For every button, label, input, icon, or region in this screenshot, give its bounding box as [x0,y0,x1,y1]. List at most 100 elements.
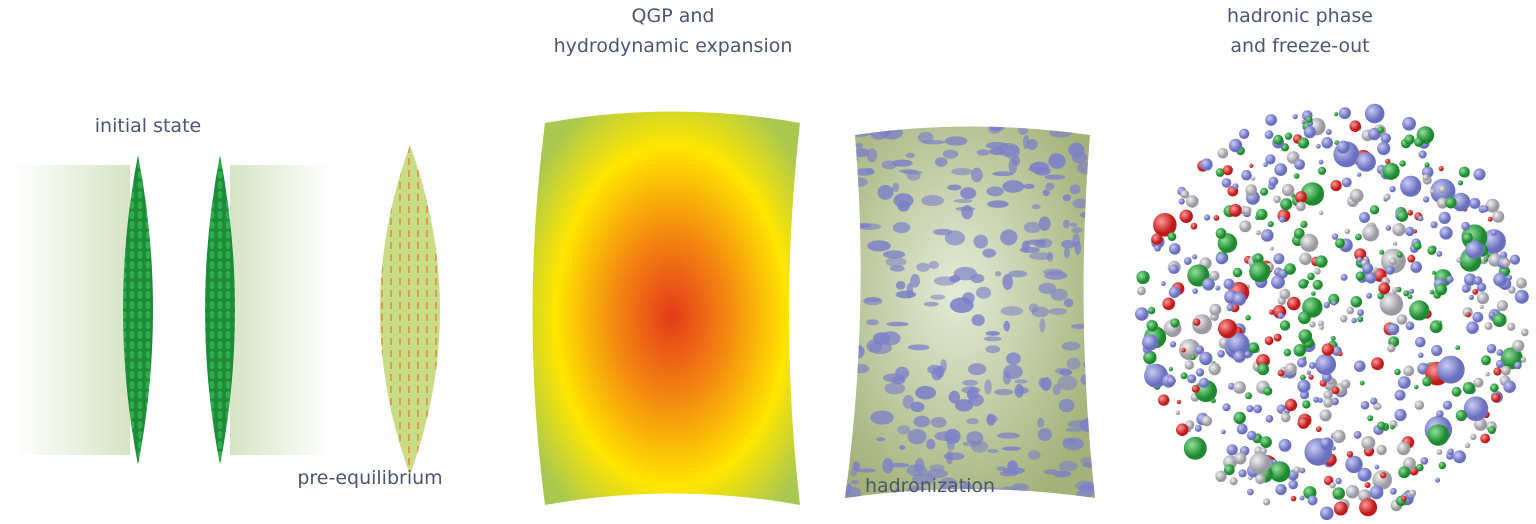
hadron [1195,368,1205,377]
hadron [1292,114,1298,120]
hadron [1314,268,1321,275]
hadron [1407,294,1413,300]
hadron [1487,216,1493,222]
hadron-blob [970,167,983,183]
hadron [1264,130,1274,140]
stage-label: QGP and [632,5,715,27]
hadron-blob [1006,352,1021,366]
hadron [1392,223,1406,237]
hadron [1492,210,1505,223]
hadron [1338,107,1351,120]
hadron [1293,173,1300,179]
hadron [1251,176,1256,181]
hadron [1458,166,1470,178]
hadron [1300,220,1308,228]
hadron [1299,467,1306,474]
hadron-blob [845,316,850,325]
hadron [1143,350,1157,365]
hadron-blob [1052,384,1061,396]
hadron-blob [1028,303,1039,313]
hadron [1357,172,1362,177]
hadron [1481,205,1489,213]
hadron-blob [997,432,1021,439]
hadron [1402,116,1416,131]
hadron-blob [906,282,914,299]
hadron [1501,258,1511,268]
hadron [1422,196,1430,203]
hadron [1396,314,1408,325]
hadron [1383,193,1391,201]
hadron-blob [895,280,906,290]
hadron [1146,320,1158,332]
hadron [1346,306,1355,315]
hadron [1299,495,1305,501]
hadron [1427,245,1437,255]
hadron [1281,183,1295,197]
hadron [1418,352,1424,359]
hadron-blob [895,366,910,380]
hadron [1257,363,1270,376]
hadron-blob [856,468,877,473]
hadron-blob [1052,470,1072,478]
hadron [1269,309,1275,315]
hadron [1168,367,1173,372]
hadron-blob [960,187,977,200]
hadron-blob [866,148,878,163]
hadron [1362,262,1374,274]
hadron [1462,381,1475,395]
hadron-blob [851,363,870,374]
hadron [1501,365,1511,376]
hadron [1439,226,1453,240]
hadron [1215,252,1228,265]
hadron-blob [987,449,999,454]
hadron-blob [1066,357,1081,370]
hadron [1168,264,1179,274]
hadron-blob [877,184,894,200]
hadron [1351,317,1357,324]
hadron-blob [1062,194,1071,202]
hadron-blob [1069,184,1081,195]
hadron [1464,442,1471,449]
hadron [1322,372,1332,383]
hadron [1273,195,1281,204]
hadron [1222,403,1231,412]
hadron [1222,165,1233,176]
hadron [1274,163,1288,177]
hadron [1233,350,1246,363]
hadron-blob [1029,252,1053,260]
hadron-blob [1071,227,1083,234]
hadron [1320,437,1332,449]
hadron [1403,365,1415,377]
hadron [1463,396,1489,422]
hadron [1299,252,1312,266]
hadron-blob [845,342,861,354]
hadron [1209,303,1222,316]
hadron-blob [962,379,978,386]
hadron [1166,376,1176,386]
hadron [1260,187,1269,196]
hadron [1470,433,1477,441]
hadron [1390,487,1397,495]
hadron [1279,320,1291,331]
hadron [1387,323,1400,336]
hadron [1404,134,1415,145]
hadron [1221,429,1226,435]
hadron [1215,285,1221,291]
hadron [1277,312,1285,319]
hadron [1270,246,1274,251]
stage-label: initial state [95,115,201,137]
hadron [1265,415,1274,423]
hadron [1392,241,1398,246]
hadron [1175,410,1181,416]
hadron [1154,244,1161,252]
hadron-blob [945,450,954,465]
hadron [1359,380,1365,386]
hadron [1315,426,1322,432]
hadron [1461,285,1470,293]
hadron [1382,162,1400,180]
hadron [1293,344,1307,357]
hadron-blob [854,168,875,176]
hadron-blob [953,199,973,204]
hadron [1360,400,1370,410]
hadron [1508,286,1516,294]
